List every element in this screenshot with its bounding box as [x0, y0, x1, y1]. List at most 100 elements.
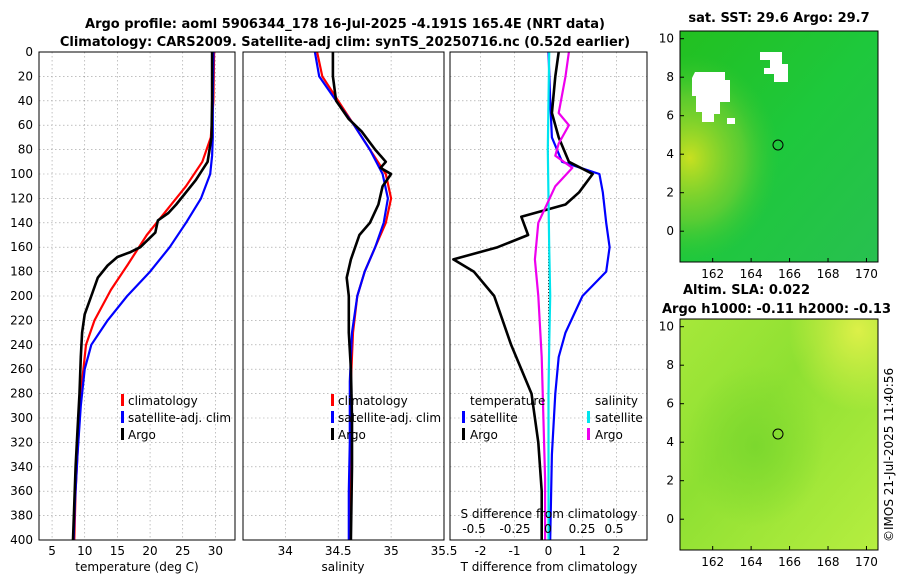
y-tick-label: 180	[10, 265, 33, 279]
map-y-tick-label: 6	[666, 109, 674, 123]
y-tick-label: 360	[10, 484, 33, 498]
map-x-tick-label: 162	[701, 267, 724, 281]
difference-series	[452, 52, 611, 540]
legend-swatch-argo	[121, 428, 124, 440]
y-tick-label: 120	[10, 191, 33, 205]
map-x-tick-label: 166	[778, 267, 801, 281]
x-tick-label: 0	[545, 544, 553, 558]
x-tick-label: 20	[142, 544, 157, 558]
x2-tick-label: 0.25	[569, 522, 596, 536]
map-y-tick-label: 4	[666, 147, 674, 161]
series-line-s-argo	[533, 52, 574, 540]
map-y-tick-label: 0	[666, 512, 674, 526]
t-difference-tick-labels: -2 -1 0 1 2	[475, 544, 621, 558]
sst-argo-marker	[772, 139, 784, 151]
salinity-tick-labels: 34 34.5 35 35.5	[278, 544, 458, 558]
map-y-tick-label: 8	[666, 358, 674, 372]
x-tick-label: -2	[475, 544, 487, 558]
legend-swatch-s-argo	[587, 428, 590, 440]
title-line-2: Climatology: CARS2009. Satellite-adj cli…	[60, 35, 630, 50]
sla-map-axes-box	[679, 318, 879, 551]
map-y-tick-label: 2	[666, 186, 674, 200]
temperature-x-label: temperature (deg C)	[75, 560, 198, 574]
y-tick-label: 40	[18, 94, 33, 108]
legend-label-climatology: climatology	[338, 394, 408, 408]
t-difference-x-label: T difference from climatology	[460, 560, 638, 574]
x-tick-label: 2	[613, 544, 621, 558]
legend-label-t-satellite: satellite	[470, 411, 518, 425]
y-tick-label: 320	[10, 435, 33, 449]
y-tick-label: 380	[10, 509, 33, 523]
sst-map-axes-box	[679, 30, 879, 263]
sst-map-panel: sat. SST: 29.6 Argo: 29.7 162 164 166 168 17…	[659, 11, 879, 281]
map-y-tick-label: 4	[666, 435, 674, 449]
sla-map-tick-labels: 162 164 166 168 170 0 2 4 6 8 10	[659, 320, 878, 569]
difference-panel: -2 -1 0 1 2 T difference from climatology S …	[449, 51, 648, 574]
x-tick-label: 15	[110, 544, 125, 558]
x-tick-label: -1	[509, 544, 521, 558]
temperature-axes-box	[38, 51, 236, 541]
legend-label-climatology: climatology	[128, 394, 198, 408]
temperature-grid	[39, 52, 235, 540]
imos-watermark: ©IMOS 21-Jul-2025 11:40:56	[882, 368, 896, 542]
map-y-tick-label: 2	[666, 474, 674, 488]
y-tick-label: 100	[10, 167, 33, 181]
legend-label-s-argo: Argo	[595, 428, 623, 442]
legend-label-argo: Argo	[338, 428, 366, 442]
y-tick-label: 220	[10, 313, 33, 327]
y-tick-label: 300	[10, 411, 33, 425]
y-tick-label: 140	[10, 216, 33, 230]
legend-label-satellite: satellite-adj. clim	[338, 411, 441, 425]
difference-legend: temperature satellite Argo salinity sate…	[462, 394, 643, 442]
map-y-tick-label: 6	[666, 397, 674, 411]
legend-label-satellite: satellite-adj. clim	[128, 411, 231, 425]
y-tick-label: 20	[18, 69, 33, 83]
map-x-tick-label: 168	[817, 555, 840, 569]
series-line-argo	[331, 52, 393, 540]
temperature-panel: 0 20 40 60 80 100 120 140 160 180 200 220 240 260 280 3…	[10, 45, 236, 574]
s-difference-x-label: S difference from climatology	[461, 507, 638, 521]
salinity-x-label: salinity	[321, 560, 364, 574]
x-tick-label: 10	[77, 544, 92, 558]
legend-swatch-t-argo	[462, 428, 465, 440]
legend-label-argo: Argo	[128, 428, 156, 442]
y-tick-label: 340	[10, 460, 33, 474]
series-line-satellite-adj-clim	[72, 52, 215, 540]
legend-swatch-argo	[331, 428, 334, 440]
legend-title-salinity: salinity	[595, 394, 638, 408]
legend-title-temperature: temperature	[470, 394, 545, 408]
title-line-1: Argo profile: aoml 5906344_178 16-Jul-20…	[85, 17, 605, 32]
difference-axes-box	[449, 51, 648, 541]
salinity-panel: 34 34.5 35 35.5 salinity climatology satell…	[242, 51, 458, 574]
temperature-series	[71, 52, 216, 540]
depth-tick-labels: 0 20 40 60 80 100 120 140 160 180 200 220 240 260 280 3…	[10, 45, 33, 547]
x2-tick-label: -0.25	[499, 522, 530, 536]
y-tick-label: 0	[25, 45, 33, 59]
x-tick-label: 35.5	[431, 544, 458, 558]
y-tick-label: 200	[10, 289, 33, 303]
y-tick-label: 160	[10, 240, 33, 254]
series-line-t-satellite	[547, 52, 611, 540]
y-tick-label: 400	[10, 533, 33, 547]
sla-high-patch	[680, 319, 878, 550]
map-x-tick-label: 162	[701, 555, 724, 569]
legend-swatch-t-satellite	[462, 411, 465, 423]
s-difference-tick-labels: -0.5 -0.25 0 0.25 0.5	[462, 522, 623, 536]
y-tick-label: 80	[18, 143, 33, 157]
legend-swatch-satellite	[331, 411, 334, 423]
salinity-legend: climatology satellite-adj. clim Argo	[331, 394, 441, 442]
salinity-axes-box	[242, 51, 445, 541]
map-y-tick-label: 0	[666, 224, 674, 238]
x-tick-label: 25	[175, 544, 190, 558]
x-tick-label: 1	[579, 544, 587, 558]
x-tick-label: 30	[208, 544, 223, 558]
series-line-s-satellite	[546, 52, 552, 540]
salinity-series	[313, 52, 393, 540]
map-x-tick-label: 168	[817, 267, 840, 281]
x2-tick-label: 0	[544, 522, 552, 536]
map-x-tick-label: 164	[740, 555, 763, 569]
sla-map-title-line-1: Altim. SLA: 0.022	[683, 283, 810, 298]
sla-map-panel: Altim. SLA: 0.022 Argo h1000: -0.11 h200…	[659, 283, 891, 569]
map-x-tick-label: 170	[855, 267, 878, 281]
